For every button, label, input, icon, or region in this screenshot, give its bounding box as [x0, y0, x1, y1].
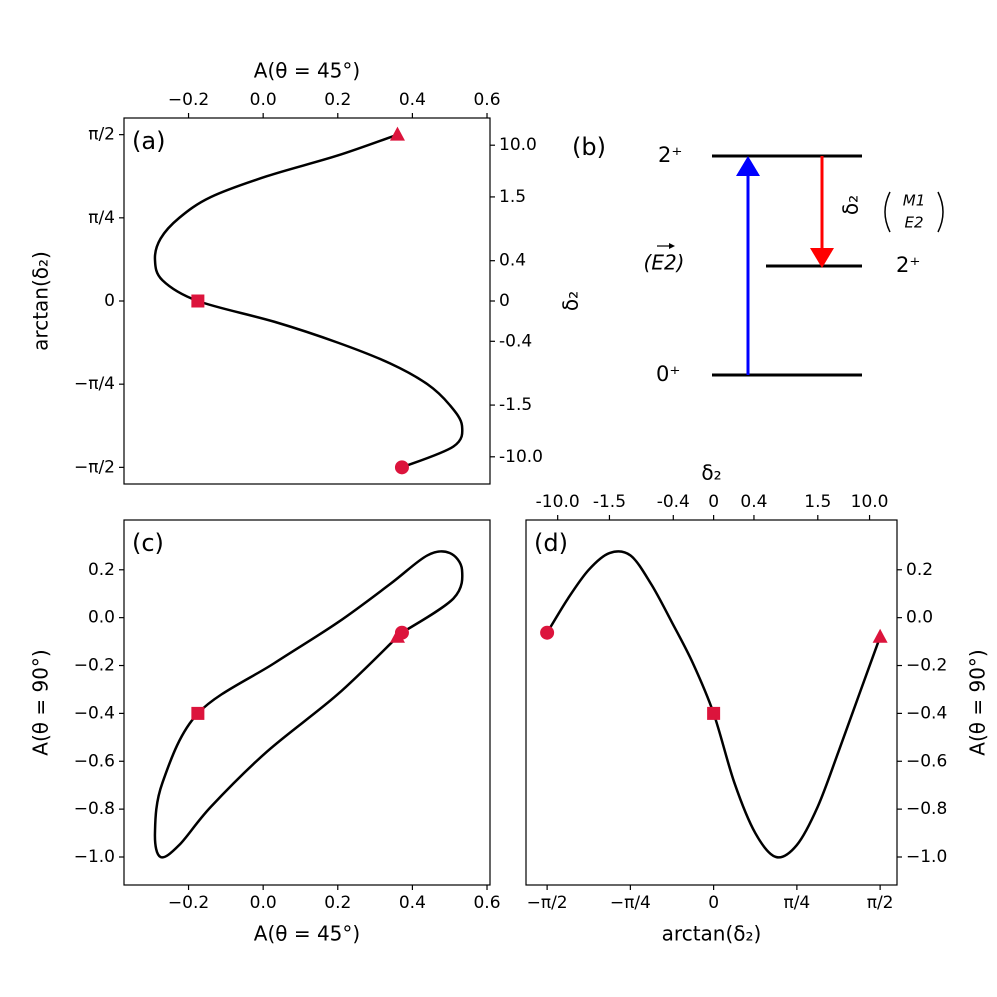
x-tick-label: 0 — [708, 492, 719, 512]
level-label: 2⁺ — [896, 253, 920, 277]
x-tick-label: 0.0 — [250, 893, 277, 913]
x-tick-label: 0.2 — [324, 893, 351, 913]
paren — [937, 191, 944, 233]
y-tick-label: −1.0 — [74, 847, 115, 867]
y-tick-label: π/2 — [88, 125, 115, 145]
marker — [540, 625, 555, 640]
y-tick-label: −π/4 — [74, 374, 115, 394]
transition-label: δ₂ — [839, 195, 863, 215]
x-tick-label: 10.0 — [851, 492, 889, 512]
y-axis-title: arctan(δ₂) — [29, 251, 53, 351]
x-tick-label: 0.6 — [473, 893, 500, 913]
vector-arrow — [669, 243, 675, 249]
y2-axis-title: δ₂ — [559, 291, 583, 311]
y-axis-title: A(θ = 90°) — [966, 649, 990, 755]
y-tick-label: 0.2 — [88, 560, 115, 580]
panel-label: (c) — [132, 529, 164, 557]
x-tick-label: π/4 — [783, 893, 810, 913]
y-axis-title: A(θ = 90°) — [29, 649, 53, 755]
x-tick-label: −π/4 — [610, 893, 651, 913]
x-tick-label: 0.0 — [250, 90, 277, 110]
level-label: 0⁺ — [656, 362, 680, 386]
marker — [872, 628, 888, 643]
y-tick-label: −1.0 — [906, 847, 947, 867]
y-tick-label: −π/2 — [74, 457, 115, 477]
panel: −π/2 −π/4 0 π/4 π/2 0.2 0.0 −0.2 −0.4 −0.6 −0.8 −1.… — [525, 461, 990, 946]
arrow-head — [810, 248, 834, 268]
arrow-head — [736, 156, 760, 176]
y-tick-label: -10.0 — [499, 447, 543, 467]
x-tick-label: −0.2 — [168, 893, 209, 913]
x-axis-title: A(θ = 45°) — [254, 922, 360, 946]
axes-frame — [123, 519, 491, 886]
y-tick-label: −0.2 — [74, 656, 115, 676]
x-tick-label: -10.0 — [536, 492, 580, 512]
panel-label: (b) — [572, 133, 606, 161]
y-tick-label: −0.8 — [906, 799, 947, 819]
level-scheme: (b) 2⁺ 2⁺ 0⁺ δ₂ M1 E2 (E2) — [572, 133, 944, 386]
x-tick-label: 0.4 — [399, 893, 426, 913]
y-tick-label: −0.8 — [74, 799, 115, 819]
x-tick-label: -1.5 — [593, 492, 626, 512]
x-tick-label: 0 — [708, 893, 719, 913]
x-tick-label: 1.5 — [804, 492, 831, 512]
panel-label: (a) — [132, 127, 165, 155]
axes-frame — [525, 519, 898, 886]
x-axis-title: A(θ = 45°) — [254, 59, 360, 83]
y-tick-label: 0.4 — [499, 251, 526, 271]
multipolarity: M1 — [903, 192, 926, 210]
y-tick-label: π/4 — [88, 208, 115, 228]
y-tick-label: 0 — [104, 291, 115, 311]
panel: −0.2 0.0 0.2 0.4 0.6 −π/2 −π/4 0 π/4 π/2 -10.0 -1.5… — [29, 59, 583, 485]
marker — [191, 294, 205, 308]
marker — [389, 628, 405, 643]
y-tick-label: −0.6 — [906, 751, 947, 771]
y-tick-label: 0.0 — [88, 608, 115, 628]
x-axis-title: arctan(δ₂) — [662, 922, 762, 946]
paren — [884, 191, 891, 233]
y-tick-label: −0.4 — [74, 703, 115, 723]
y-tick-label: 0.0 — [906, 608, 933, 628]
y-tick-label: -0.4 — [499, 331, 532, 351]
x-tick-label: 0.6 — [473, 90, 500, 110]
level-label: 2⁺ — [658, 143, 682, 167]
x2-axis-title: δ₂ — [701, 461, 721, 485]
excitation-label: (E2) — [644, 251, 685, 275]
y-tick-label: −0.2 — [906, 656, 947, 676]
y-tick-label: 0 — [499, 291, 510, 311]
y-tick-label: 10.0 — [499, 135, 537, 155]
x-tick-label: 0.2 — [324, 90, 351, 110]
multipolarity: E2 — [904, 214, 923, 232]
marker — [394, 460, 409, 475]
panel: −0.2 0.0 0.2 0.4 0.6 0.2 0.0 −0.2 −0.4 −0.6 −0.8 −1… — [29, 519, 501, 946]
x-tick-label: −π/2 — [527, 893, 568, 913]
marker — [707, 706, 721, 720]
x-tick-label: −0.2 — [168, 90, 209, 110]
y-tick-label: −0.6 — [74, 751, 115, 771]
x-tick-label: 0.4 — [740, 492, 767, 512]
y-tick-label: −0.4 — [906, 703, 947, 723]
x-tick-label: -0.4 — [657, 492, 690, 512]
x-tick-label: 0.4 — [399, 90, 426, 110]
y-tick-label: 1.5 — [499, 187, 526, 207]
marker — [191, 706, 205, 720]
marker — [389, 126, 405, 141]
y-tick-label: -1.5 — [499, 395, 532, 415]
y-tick-label: 0.2 — [906, 560, 933, 580]
panel-label: (d) — [534, 529, 568, 557]
x-tick-label: π/2 — [867, 893, 894, 913]
